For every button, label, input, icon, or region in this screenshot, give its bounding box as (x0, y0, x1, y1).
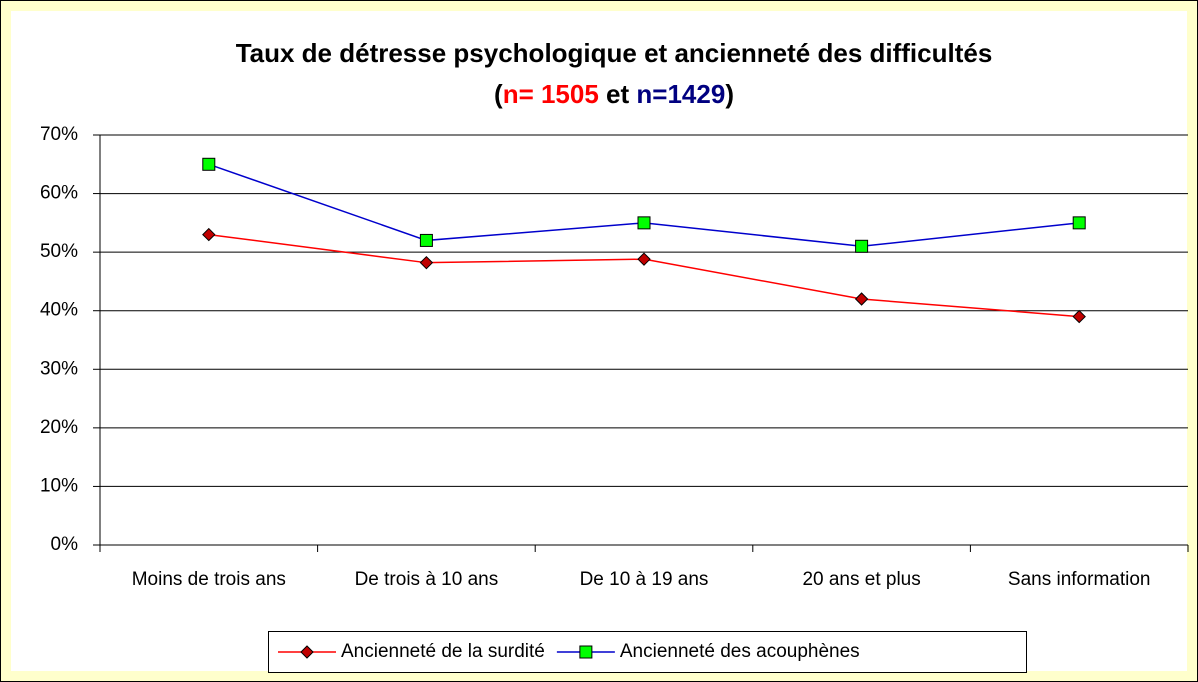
x-tick-label: 20 ans et plus (802, 569, 920, 590)
y-tick-label: 50% (40, 241, 78, 262)
subtitle-part: et (599, 79, 637, 109)
y-tick-label: 10% (40, 475, 78, 496)
x-tick-label: Sans information (1008, 569, 1151, 590)
subtitle-part: n=1429 (636, 79, 725, 109)
chart-area (11, 11, 1187, 671)
y-tick-label: 0% (51, 534, 79, 555)
y-tick-label: 20% (40, 417, 78, 438)
data-point (419, 255, 434, 270)
chart-title: Taux de détresse psychologique et ancien… (236, 38, 993, 68)
data-point (855, 239, 869, 253)
data-point (202, 227, 216, 242)
x-tick-label: De trois à 10 ans (355, 569, 499, 590)
legend-label: Ancienneté de la surdité (341, 641, 545, 662)
y-tick-label: 60% (40, 183, 78, 204)
legend-marker (300, 645, 314, 659)
y-tick-label: 30% (40, 358, 78, 379)
legend-box (268, 631, 1027, 673)
legend: Ancienneté de la surdité Ancienneté des a… (268, 631, 1027, 673)
data-point (637, 216, 651, 230)
chart-subtitle: (n= 1505 et n=1429) (494, 79, 734, 109)
y-tick-label: 40% (40, 300, 78, 321)
data-point (1072, 309, 1086, 324)
subtitle-part: n= 1505 (503, 79, 599, 109)
x-tick-label: De 10 à 19 ans (580, 569, 709, 590)
y-tick-label: 70% (40, 124, 78, 145)
subtitle-part: ( (494, 79, 503, 109)
data-point (419, 233, 433, 247)
legend-marker (579, 645, 593, 659)
subtitle-part: ) (725, 79, 734, 109)
data-point (202, 157, 216, 171)
legend-label: Ancienneté des acouphènes (620, 641, 860, 662)
data-point (854, 292, 869, 306)
x-tick-label: Moins de trois ans (132, 569, 286, 590)
data-point (637, 252, 651, 266)
data-point (1072, 216, 1086, 230)
